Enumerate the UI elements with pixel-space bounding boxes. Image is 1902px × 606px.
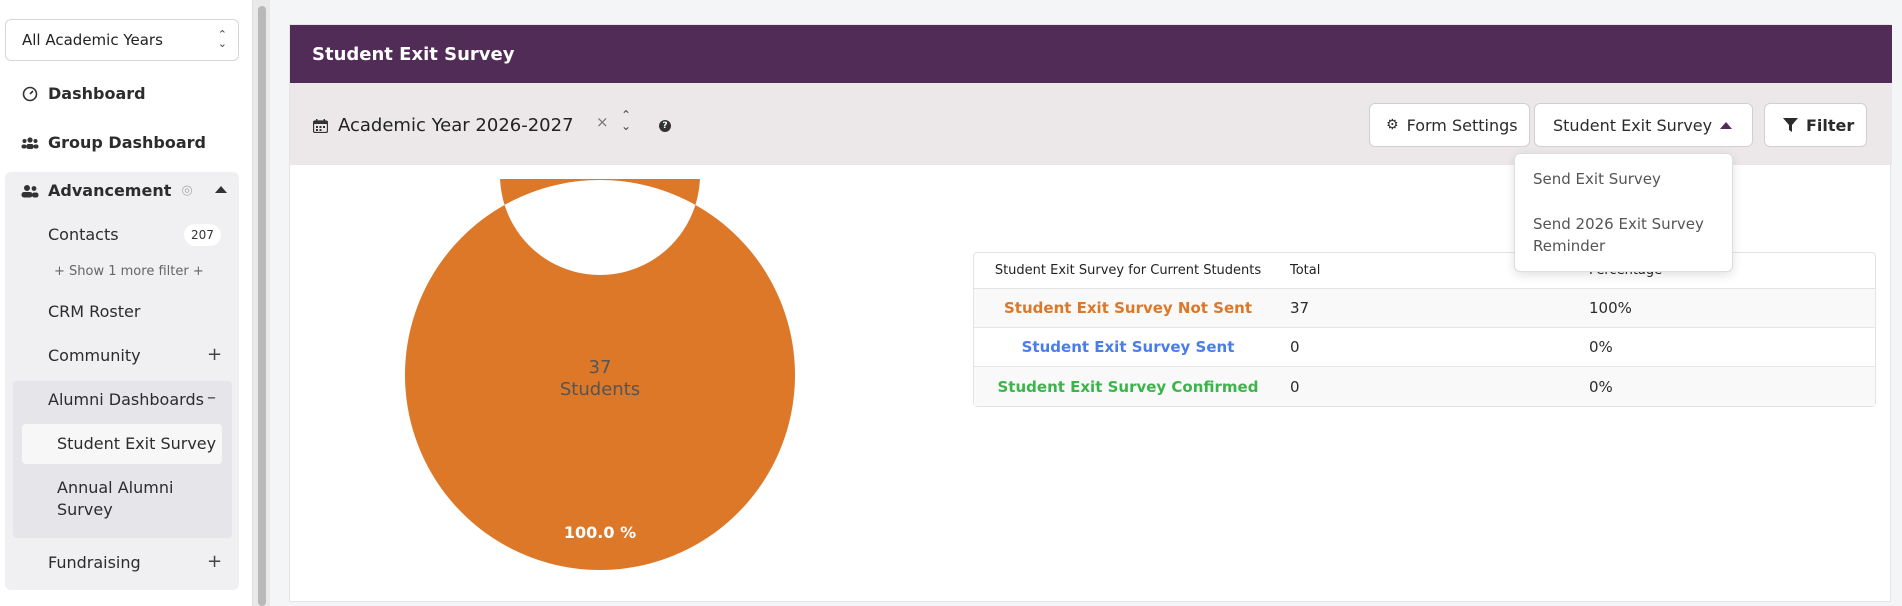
- nav-student-exit-survey[interactable]: Student Exit Survey: [57, 434, 216, 453]
- chart-area: 37 Students 100.0 % Student Exit Survey fo…: [290, 165, 1892, 603]
- nav-alumni-dashboards-label: Alumni Dashboards: [48, 390, 204, 409]
- survey-card: Student Exit Survey Academic Year 2026-2…: [289, 24, 1892, 603]
- collapse-advancement-icon[interactable]: [215, 186, 227, 193]
- row-total: 0: [1282, 367, 1581, 406]
- row-total: 37: [1282, 289, 1581, 328]
- academic-year-label[interactable]: Academic Year 2026-2027: [338, 115, 574, 136]
- table-row: Student Exit Survey Sent 0 0%: [974, 328, 1875, 367]
- nav-dashboard[interactable]: Dashboard: [20, 84, 146, 103]
- gear-icon: ⚙: [1386, 117, 1399, 133]
- year-updown-icon[interactable]: ⌃ ⌄: [621, 108, 632, 133]
- clear-year-icon[interactable]: ×: [596, 113, 609, 131]
- nav-annual-alumni-survey[interactable]: Annual Alumni Survey: [57, 477, 207, 521]
- main-content: Student Exit Survey Academic Year 2026-2…: [270, 0, 1902, 606]
- filter-button[interactable]: Filter: [1764, 103, 1867, 147]
- row-percentage: 100%: [1581, 289, 1875, 328]
- form-settings-button[interactable]: ⚙ Form Settings: [1369, 103, 1530, 147]
- card-title: Student Exit Survey: [290, 25, 1892, 83]
- donut-center-value: 37: [589, 357, 612, 378]
- nav-crm-roster-label: CRM Roster: [48, 302, 141, 321]
- nav-annual-alumni-survey-label: Annual Alumni Survey: [57, 478, 174, 519]
- settings-icon[interactable]: ◎: [181, 183, 193, 198]
- calendar-icon: [313, 119, 328, 133]
- nav-student-exit-survey-label: Student Exit Survey: [57, 434, 217, 453]
- nav-student-exit-survey-active-bg: [22, 424, 222, 464]
- expand-fundraising-icon[interactable]: +: [207, 551, 223, 572]
- row-label-sent[interactable]: Student Exit Survey Sent: [974, 328, 1282, 367]
- survey-stats-table: Student Exit Survey for Current Students…: [973, 252, 1876, 407]
- survey-actions-dropdown[interactable]: Student Exit Survey: [1534, 103, 1753, 147]
- card-toolbar: Academic Year 2026-2027 × ⌃ ⌄ ? ⚙ Form Se…: [290, 83, 1892, 165]
- table-header-row: Student Exit Survey for Current Students…: [974, 253, 1875, 289]
- donut-slice-label: 100.0 %: [564, 523, 636, 542]
- select-arrows-icon: ⌃ ⌄: [217, 28, 227, 50]
- filter-label: Filter: [1806, 115, 1855, 135]
- table-row: Student Exit Survey Not Sent 37 100%: [974, 289, 1875, 328]
- row-label-not-sent[interactable]: Student Exit Survey Not Sent: [974, 289, 1282, 328]
- nav-fundraising[interactable]: Fundraising: [48, 553, 141, 572]
- filter-icon: [1783, 117, 1798, 132]
- nav-community-label: Community: [48, 346, 141, 365]
- table-header-category: Student Exit Survey for Current Students: [974, 253, 1282, 289]
- survey-actions-label: Student Exit Survey: [1553, 115, 1713, 135]
- survey-actions-menu: Send Exit Survey Send 2026 Exit Survey R…: [1514, 153, 1733, 272]
- caret-up-icon: [1720, 122, 1732, 129]
- nav-contacts[interactable]: Contacts: [48, 225, 119, 244]
- table-header-total: Total: [1282, 253, 1581, 289]
- sidebar: All Academic Years ⌃ ⌄ Dashboard Group Da…: [0, 0, 252, 606]
- nav-fundraising-label: Fundraising: [48, 553, 141, 572]
- form-settings-label: Form Settings: [1406, 115, 1518, 135]
- users-icon: [20, 184, 40, 198]
- nav-advancement[interactable]: Advancement ◎: [20, 181, 193, 200]
- academic-year-select[interactable]: All Academic Years ⌃ ⌄: [5, 19, 239, 61]
- help-icon[interactable]: ?: [659, 120, 671, 132]
- scrollbar-thumb[interactable]: [258, 6, 266, 606]
- nav-alumni-dashboards[interactable]: Alumni Dashboards: [48, 390, 204, 409]
- gauge-icon: [20, 86, 40, 102]
- donut-center-label: Students: [560, 379, 640, 400]
- row-total: 0: [1282, 328, 1581, 367]
- nav-contacts-label: Contacts: [48, 225, 119, 244]
- show-more-filter-link[interactable]: + Show 1 more filter +: [54, 264, 204, 279]
- academic-year-select-value: All Academic Years: [22, 31, 163, 49]
- nav-community[interactable]: Community: [48, 346, 141, 365]
- sidebar-scrollbar[interactable]: [252, 0, 270, 606]
- contacts-count-badge: 207: [184, 224, 221, 246]
- table-row: Student Exit Survey Confirmed 0 0%: [974, 367, 1875, 406]
- menu-item-send-exit-survey[interactable]: Send Exit Survey: [1533, 170, 1661, 188]
- expand-community-icon[interactable]: +: [207, 344, 223, 365]
- row-label-confirmed[interactable]: Student Exit Survey Confirmed: [974, 367, 1282, 406]
- menu-item-send-reminder[interactable]: Send 2026 Exit Survey Reminder: [1533, 215, 1704, 255]
- row-percentage: 0%: [1581, 367, 1875, 406]
- row-percentage: 0%: [1581, 328, 1875, 367]
- donut-slice[interactable]: [405, 179, 795, 570]
- nav-dashboard-label: Dashboard: [48, 84, 146, 103]
- nav-group-dashboard[interactable]: Group Dashboard: [20, 133, 206, 152]
- collapse-alumni-dashboards-icon[interactable]: –: [207, 387, 216, 408]
- group-icon: [20, 136, 40, 150]
- nav-group-dashboard-label: Group Dashboard: [48, 133, 207, 152]
- nav-advancement-label: Advancement: [48, 181, 172, 200]
- nav-crm-roster[interactable]: CRM Roster: [48, 302, 140, 321]
